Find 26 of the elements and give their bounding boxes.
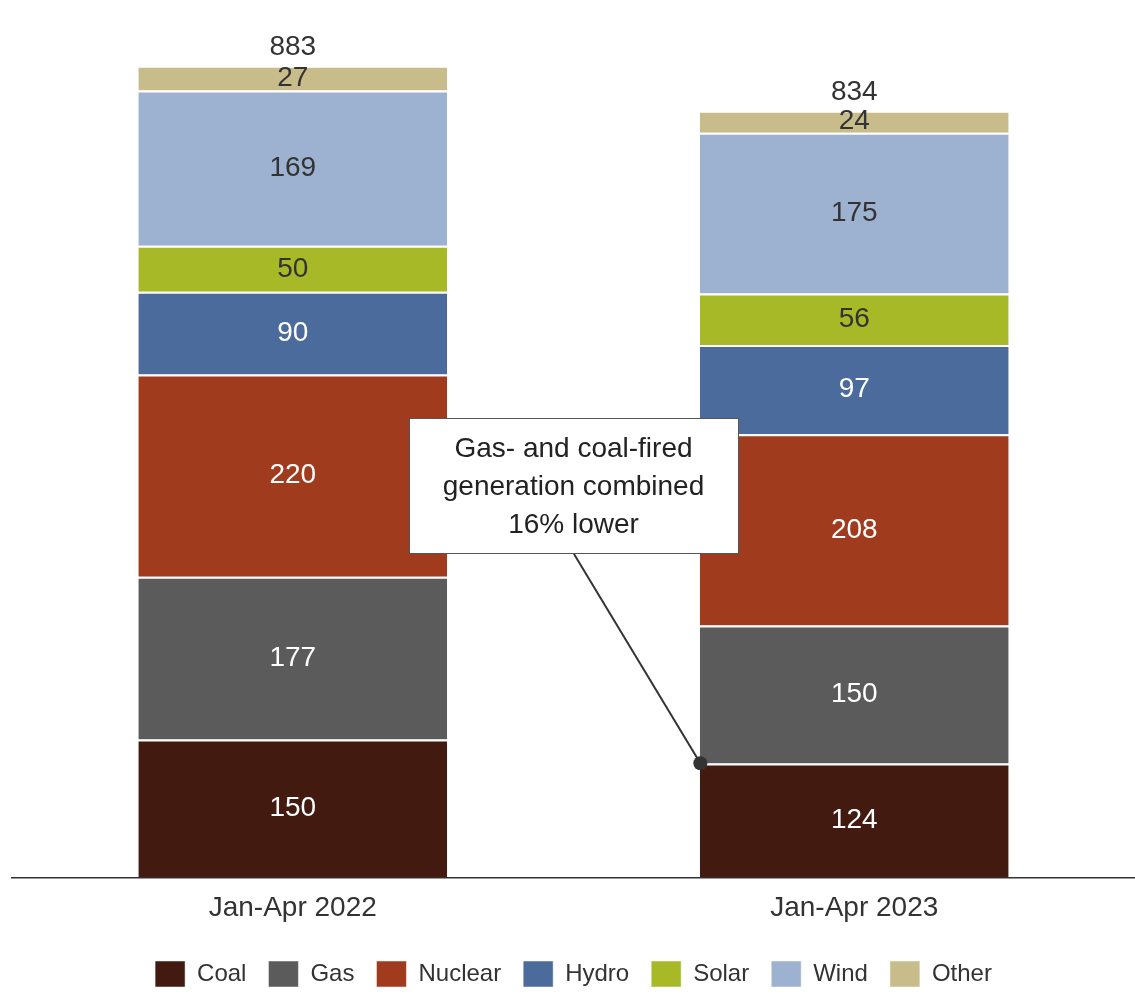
data-label: 27 bbox=[277, 60, 309, 92]
x-tick-label: Jan-Apr 2022 bbox=[208, 890, 377, 922]
data-label: 208 bbox=[830, 512, 878, 544]
data-label: 177 bbox=[269, 640, 317, 672]
legend-label: Hydro bbox=[565, 958, 630, 986]
data-label: 150 bbox=[269, 791, 317, 823]
legend-label: Solar bbox=[693, 958, 750, 986]
data-label: 97 bbox=[838, 372, 870, 404]
data-label: 24 bbox=[838, 104, 870, 136]
data-label: 124 bbox=[830, 803, 878, 835]
data-label: 175 bbox=[830, 195, 878, 227]
legend-label: Other bbox=[931, 958, 992, 986]
legend-label: Gas bbox=[310, 958, 355, 986]
total-label: 883 bbox=[269, 30, 317, 62]
legend-label: Coal bbox=[197, 958, 247, 986]
data-label: 220 bbox=[269, 458, 317, 490]
data-label: 169 bbox=[269, 150, 317, 182]
x-tick-label: Jan-Apr 2023 bbox=[770, 890, 939, 922]
annotation: Gas- and coal-fired generation combined 16% lower bbox=[408, 418, 739, 555]
legend-label: Wind bbox=[813, 958, 868, 986]
data-label: 90 bbox=[277, 315, 309, 347]
data-label: 150 bbox=[830, 677, 878, 709]
total-label: 834 bbox=[830, 75, 878, 107]
data-label: 56 bbox=[838, 302, 870, 334]
data-label: 50 bbox=[277, 251, 309, 283]
legend-label: Nuclear bbox=[418, 958, 502, 986]
